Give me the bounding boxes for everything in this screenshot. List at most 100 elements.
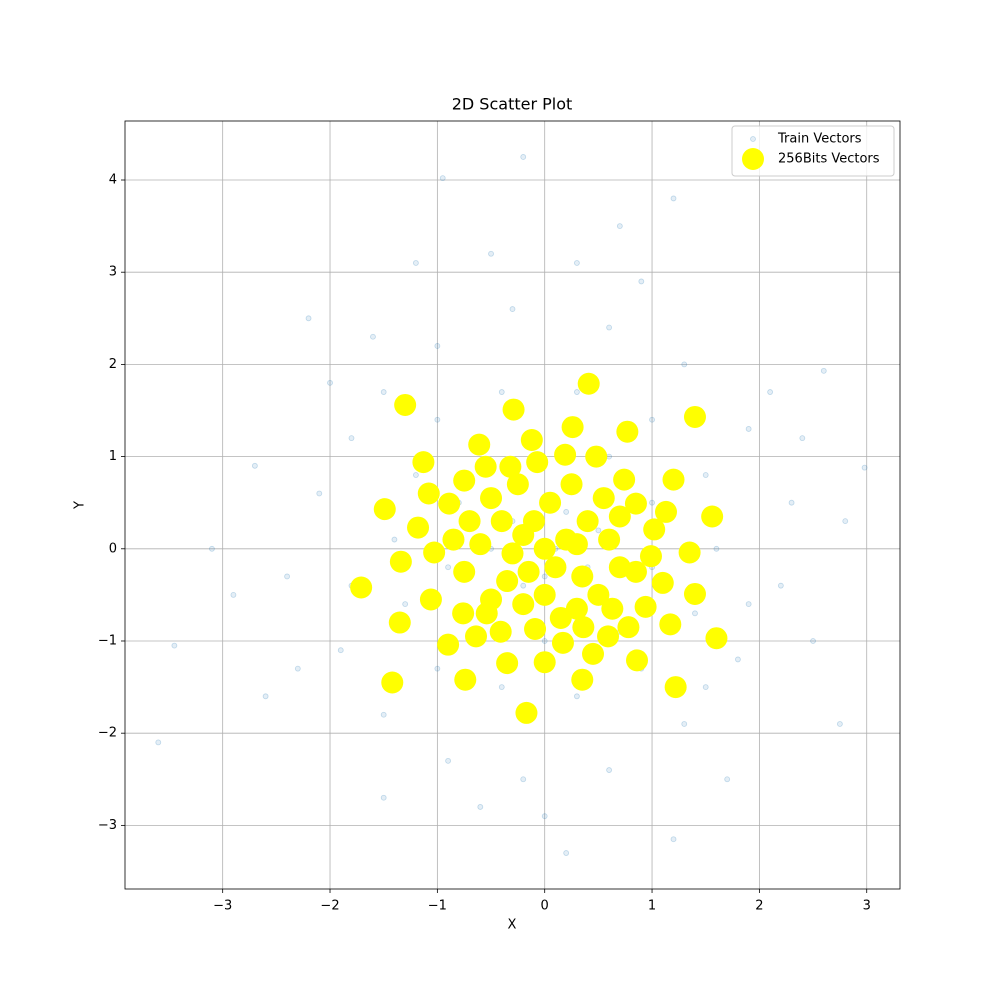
point [810,638,816,644]
point [608,505,631,528]
point [683,405,706,428]
point [465,625,488,648]
point [381,671,404,694]
point [683,582,706,605]
point [670,836,677,843]
point [701,505,724,528]
point [634,595,657,618]
point [284,573,290,580]
point [606,453,613,460]
point [388,611,411,634]
point [477,804,484,810]
point [678,541,701,564]
point [587,583,610,606]
point [606,324,613,331]
point [563,850,570,856]
point [453,469,476,492]
point [171,642,178,649]
point [520,776,527,783]
point [520,582,527,589]
point [515,701,538,724]
point [799,435,806,442]
x-tick-label: 2 [755,899,763,914]
point [533,651,556,674]
point [724,776,731,783]
point [565,533,588,556]
point [337,647,344,654]
point [702,472,709,478]
point [608,556,631,579]
x-axis-label: X [508,918,517,933]
point [554,443,577,466]
point [373,498,396,521]
point [501,542,524,565]
point [442,528,465,551]
point [520,429,543,452]
point [713,545,720,552]
point [305,315,312,322]
point [745,426,752,432]
point [380,794,387,801]
point [820,367,827,374]
point [480,487,503,510]
plot-frame [124,120,901,890]
legend-marker [742,148,764,170]
point [662,468,685,491]
point [777,582,784,589]
point [522,510,545,533]
point [454,668,477,691]
point [262,693,269,700]
y-tick-label: 4 [109,173,117,188]
chart-title: 2D Scatter Plot [452,95,573,114]
point [606,767,613,773]
point [496,570,519,593]
point [649,416,655,423]
point [524,618,547,641]
point [549,606,572,629]
point [502,398,525,421]
point [563,509,570,515]
point [643,518,666,541]
point [380,711,387,718]
point [370,333,376,340]
point [613,468,636,491]
point [506,473,529,496]
point [576,510,599,533]
point [565,597,588,620]
point [412,260,419,266]
point [705,627,728,650]
point [412,472,419,478]
point [670,195,677,202]
point [616,420,639,443]
point [702,684,709,690]
point [592,487,615,510]
point [539,491,562,514]
x-tick-label: 3 [863,899,871,914]
point [692,610,698,617]
point [438,492,461,515]
point [434,416,441,423]
point [520,154,527,160]
y-tick-label: 0 [109,541,117,556]
point [598,528,621,551]
point [601,597,624,620]
y-tick-label: −2 [98,726,117,741]
point [541,813,548,820]
point [681,361,688,368]
point [452,602,475,625]
point [577,372,600,395]
y-tick-label: 3 [109,265,117,280]
point [649,499,655,506]
x-tick-label: 1 [648,899,656,914]
point [533,583,556,606]
point [585,445,608,468]
point [294,665,301,672]
point [412,451,435,474]
point [512,593,535,616]
point [316,490,323,497]
point [745,601,752,608]
point [571,668,594,691]
point [445,757,451,764]
point [664,676,687,699]
point [348,435,355,442]
